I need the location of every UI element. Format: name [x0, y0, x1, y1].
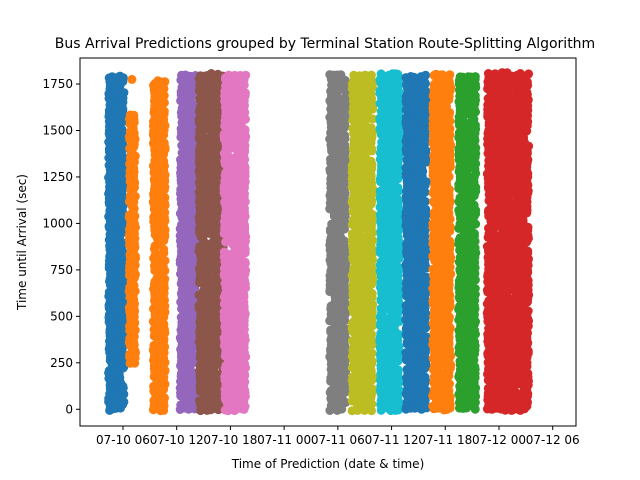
data-point	[118, 241, 127, 251]
data-point	[394, 186, 403, 196]
series-8	[347, 70, 378, 416]
data-point	[341, 387, 351, 397]
data-point	[420, 197, 430, 206]
data-point	[159, 248, 169, 258]
data-point	[420, 187, 430, 197]
data-point	[394, 254, 404, 264]
data-point	[160, 266, 170, 276]
data-point	[366, 199, 376, 209]
data-point	[445, 226, 455, 236]
data-point	[444, 303, 454, 313]
data-point	[130, 273, 139, 283]
data-point	[129, 117, 139, 127]
series-7	[325, 70, 351, 415]
data-point	[393, 405, 403, 415]
data-point	[240, 248, 250, 258]
chart-title: Bus Arrival Predictions grouped by Termi…	[55, 36, 595, 52]
data-point	[159, 385, 169, 394]
series-4	[175, 70, 201, 414]
data-point	[130, 182, 139, 192]
data-point	[470, 404, 480, 414]
data-point	[130, 286, 140, 296]
data-point	[239, 325, 249, 334]
data-point	[337, 404, 347, 414]
data-point	[444, 371, 454, 381]
data-point	[159, 84, 169, 94]
data-point	[117, 228, 127, 238]
data-point	[159, 185, 169, 195]
data-point	[239, 80, 249, 90]
data-point	[445, 403, 455, 413]
data-point	[341, 327, 350, 337]
data-point	[368, 104, 378, 114]
data-point	[393, 356, 403, 366]
data-point	[159, 130, 169, 140]
data-point	[340, 343, 350, 353]
data-point	[130, 358, 140, 368]
data-point	[241, 363, 251, 373]
series-11	[428, 69, 456, 415]
data-point	[340, 224, 349, 234]
series-9	[375, 69, 405, 416]
plot-area: 07-10 06 07-10 12 07-10 18 07-11 00 07-11 06…	[42, 57, 580, 447]
data-point	[420, 364, 430, 374]
data-point	[368, 321, 378, 331]
data-point	[127, 74, 137, 84]
data-point	[129, 142, 139, 152]
data-point	[444, 95, 454, 105]
data-point	[340, 134, 350, 144]
data-point	[469, 191, 479, 201]
series-6	[219, 70, 251, 416]
data-point	[159, 236, 169, 246]
scatter-points	[104, 68, 534, 416]
data-point	[159, 98, 169, 108]
data-point	[367, 279, 377, 289]
data-point	[340, 373, 349, 383]
data-point	[241, 114, 250, 124]
data-point	[118, 363, 128, 373]
series-3	[148, 76, 170, 416]
data-point	[159, 149, 169, 159]
data-point	[367, 348, 377, 358]
data-point	[240, 135, 250, 145]
series-12	[454, 72, 481, 414]
data-point	[240, 259, 250, 269]
data-point	[241, 352, 251, 362]
data-point	[444, 172, 454, 182]
data-point	[239, 404, 249, 414]
data-point	[159, 91, 169, 101]
data-point	[340, 316, 350, 325]
series-2	[124, 74, 140, 368]
data-point	[470, 275, 480, 285]
data-point	[367, 146, 377, 156]
data-point	[393, 174, 403, 184]
data-point	[129, 197, 139, 207]
data-point	[367, 375, 377, 385]
series-1	[104, 71, 129, 415]
data-point	[471, 219, 481, 229]
data-point	[159, 312, 169, 322]
data-point	[159, 405, 169, 415]
series-10	[401, 70, 432, 414]
data-point	[118, 400, 128, 410]
data-point	[339, 123, 349, 133]
data-point	[445, 162, 455, 172]
data-point	[118, 77, 128, 86]
data-point	[367, 406, 376, 416]
